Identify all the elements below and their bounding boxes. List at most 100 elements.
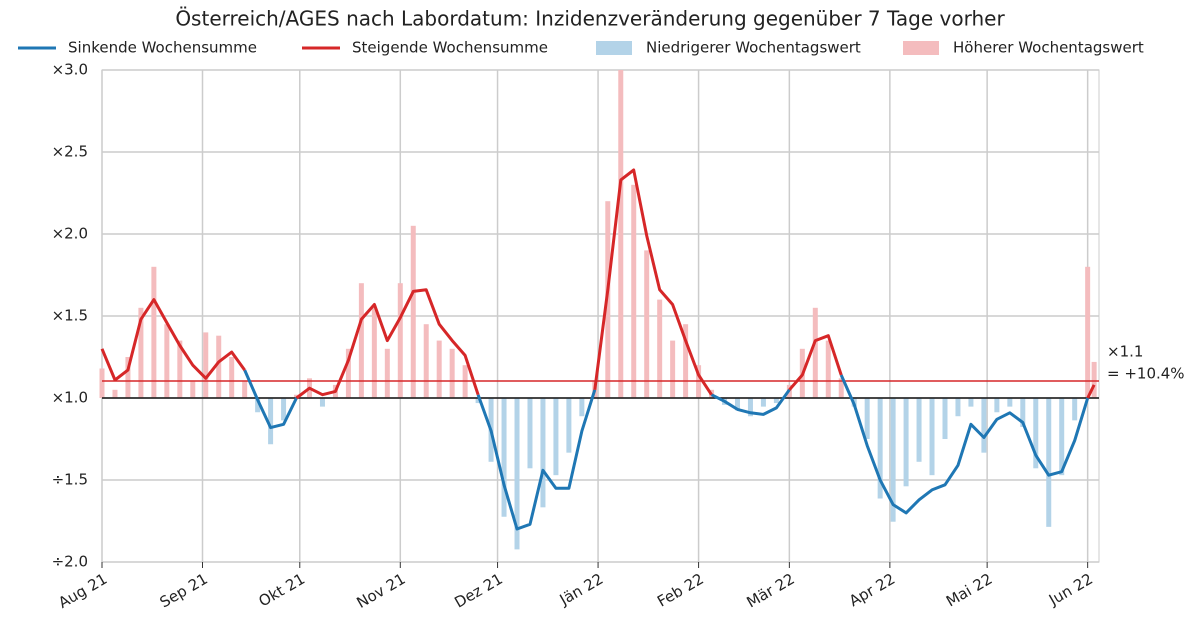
bar [618, 70, 624, 398]
bar [929, 398, 935, 476]
bar [384, 348, 390, 398]
bar [670, 340, 676, 398]
bar [1085, 266, 1091, 398]
y-tick-label: ×1.0 [52, 389, 88, 407]
bar [631, 184, 637, 398]
bar [371, 307, 377, 398]
bars [99, 70, 1097, 550]
bar [812, 307, 818, 398]
bar [955, 398, 961, 417]
bar [177, 340, 183, 398]
bar [968, 398, 974, 407]
bar [1059, 398, 1065, 476]
y-tick-label: ÷1.5 [52, 470, 88, 488]
x-tick-label: Mai 22 [943, 570, 995, 611]
bar [1020, 398, 1026, 427]
bar [164, 324, 170, 398]
x-tick-label: Apr 22 [846, 570, 898, 610]
bar [864, 398, 870, 439]
bar [877, 398, 883, 499]
bar [190, 381, 196, 398]
bar [942, 398, 948, 439]
bar [229, 357, 235, 398]
bar [410, 225, 416, 398]
bar [255, 398, 261, 413]
bar [916, 398, 922, 462]
bar [112, 389, 118, 398]
bar [449, 348, 455, 398]
bar [514, 398, 520, 550]
bar [281, 398, 287, 421]
bar [994, 398, 1000, 413]
bar [319, 398, 325, 407]
y-tick-label: ×2.0 [52, 225, 88, 243]
bar [890, 398, 896, 522]
bar [138, 307, 144, 398]
legend-swatch [903, 41, 939, 55]
bar [760, 398, 766, 407]
reference-label: ×1.1 [1107, 343, 1143, 361]
y-tick-label: ×2.5 [52, 143, 88, 161]
legend-label: Sinkende Wochensumme [68, 39, 257, 57]
x-tick-label: Sep 21 [157, 570, 211, 612]
legend-item: Höherer Wochentagswert [903, 39, 1144, 57]
lines [100, 168, 1099, 531]
bar [216, 335, 222, 398]
bar [903, 398, 909, 487]
legend-item: Niedrigerer Wochentagswert [596, 39, 861, 57]
bar [773, 398, 779, 404]
bar [734, 398, 740, 411]
bar [747, 398, 753, 417]
bar [125, 357, 131, 398]
bar [527, 398, 533, 469]
bar [423, 324, 429, 398]
line [100, 168, 1096, 400]
bar [657, 299, 663, 398]
bar [242, 381, 248, 398]
legend-swatch [596, 41, 632, 55]
x-tick-label: Feb 22 [654, 570, 707, 611]
x-tick-label: Nov 21 [354, 570, 409, 612]
y-tick-label: ×3.0 [52, 61, 88, 79]
bar [1007, 398, 1013, 407]
x-tick-label: Dez 21 [451, 570, 505, 612]
chart-title: Österreich/AGES nach Labordatum: Inziden… [175, 7, 1005, 31]
y-tick-label: ÷2.0 [52, 553, 88, 571]
bar [475, 398, 481, 404]
y-tick-label: ×1.5 [52, 307, 88, 325]
bar [553, 398, 559, 476]
bar [501, 398, 507, 517]
legend-item: Steigende Wochensumme [302, 39, 548, 57]
bar [825, 340, 831, 398]
bar [566, 398, 572, 453]
bar [644, 250, 650, 398]
legend-label: Niedrigerer Wochentagswert [646, 39, 861, 57]
bar [981, 398, 987, 453]
bar [203, 332, 209, 398]
bar [436, 340, 442, 398]
line [243, 369, 1090, 531]
bar [151, 266, 157, 398]
bar [1091, 361, 1097, 398]
x-tick-label: Jän 22 [556, 570, 607, 610]
reference-sublabel: = +10.4% [1107, 365, 1185, 383]
x-tick-label: Jun 22 [1045, 570, 1096, 610]
x-tick-label: Mär 22 [743, 570, 797, 612]
bar [345, 348, 351, 398]
bar [358, 283, 364, 398]
bar [838, 378, 844, 398]
bar [579, 398, 585, 417]
x-tick-label: Aug 21 [55, 570, 110, 612]
bar [99, 368, 105, 398]
legend-label: Höherer Wochentagswert [953, 39, 1144, 57]
bar [683, 324, 689, 398]
bar [1046, 398, 1052, 527]
legend-item: Sinkende Wochensumme [18, 39, 257, 57]
bar [540, 398, 546, 508]
legend-label: Steigende Wochensumme [352, 39, 548, 57]
grid [101, 69, 1100, 563]
bar [397, 283, 403, 398]
x-tick-label: Okt 21 [256, 570, 309, 611]
bar [268, 398, 274, 445]
